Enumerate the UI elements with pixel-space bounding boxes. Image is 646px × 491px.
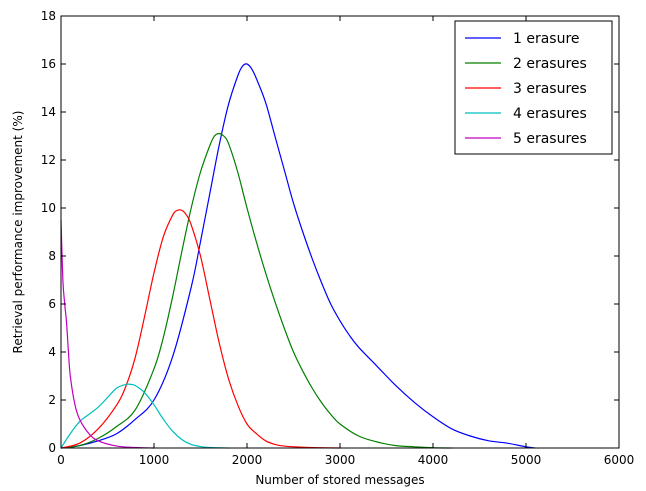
y-tick-label: 8	[48, 249, 56, 263]
y-tick-label: 4	[48, 345, 56, 359]
y-tick-label: 14	[41, 105, 56, 119]
x-tick-label: 3000	[325, 453, 356, 467]
legend-label-1: 1 erasure	[513, 31, 580, 47]
legend-label-3: 3 erasures	[513, 81, 587, 97]
legend-label-5: 5 erasures	[513, 131, 587, 147]
series-line-2	[60, 133, 452, 449]
series-line-3	[60, 209, 341, 449]
series-layer	[60, 63, 536, 449]
legend-label-4: 4 erasures	[513, 106, 587, 122]
y-tick-label: 0	[48, 441, 56, 455]
legend: 1 erasure 2 erasures 3 erasures 4 erasures 5…	[454, 20, 613, 155]
x-tick-label: 6000	[604, 453, 635, 467]
x-tick-label: 5000	[511, 453, 542, 467]
y-tick-label: 18	[41, 9, 56, 23]
x-tick-label: 2000	[232, 453, 263, 467]
x-tick-label: 4000	[418, 453, 449, 467]
y-tick-label: 16	[41, 57, 56, 71]
y-tick-label: 10	[41, 201, 56, 215]
x-axis-label: Number of stored messages	[255, 473, 424, 487]
series-line-1	[60, 63, 536, 449]
y-tick-label: 6	[48, 297, 56, 311]
legend-label-2: 2 erasures	[513, 56, 587, 72]
x-tick-label: 1000	[139, 453, 170, 467]
x-tick-label: 0	[57, 453, 65, 467]
y-tick-label: 2	[48, 393, 56, 407]
series-line-4	[60, 383, 229, 449]
y-tick-label: 12	[41, 153, 56, 167]
axes: 0 1000 2000 3000 4000 5000 6000 0 2 4 6 8 10 12 14 16 18	[41, 9, 635, 467]
y-axis-label: Retrieval performance improvement (%)	[11, 111, 25, 354]
